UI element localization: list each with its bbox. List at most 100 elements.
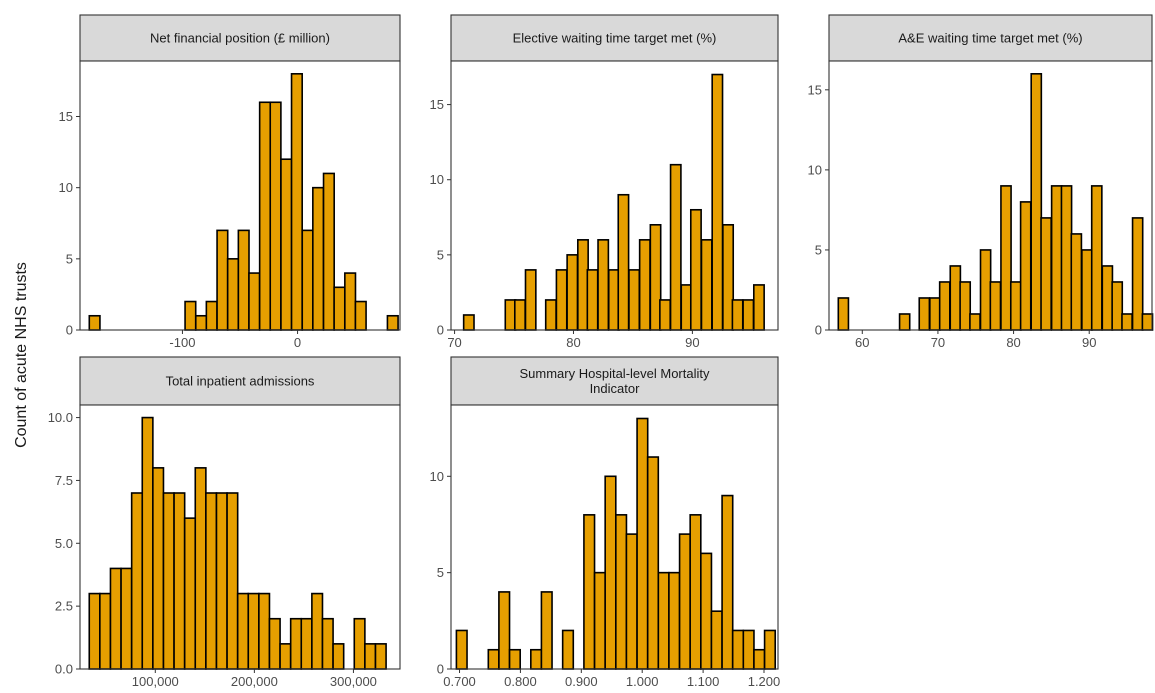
- histogram-bar: [669, 163, 682, 331]
- y-tick-label: 10: [59, 180, 73, 195]
- histogram-bar: [979, 249, 992, 331]
- histogram-bar: [374, 643, 387, 670]
- x-tick-label: 0.800: [504, 674, 537, 689]
- histogram-bar: [247, 592, 260, 670]
- histogram-bar: [236, 592, 250, 670]
- y-tick-label: 7.5: [55, 473, 73, 488]
- histogram-bar: [753, 284, 765, 331]
- histogram-bar: [1111, 281, 1124, 331]
- histogram-bar: [742, 299, 755, 331]
- histogram-bar: [1090, 185, 1103, 331]
- histogram-bar: [638, 239, 651, 331]
- histogram-bar: [215, 492, 228, 670]
- histogram-bar: [312, 186, 325, 331]
- panel-border: [828, 60, 1153, 331]
- histogram-bar: [130, 492, 144, 670]
- histogram-bar: [959, 281, 972, 331]
- histogram-bar: [1081, 249, 1093, 331]
- histogram-bar: [354, 300, 367, 331]
- x-tick-label: 200,000: [231, 674, 278, 689]
- histogram-bar: [462, 314, 475, 331]
- histogram-bar: [1070, 233, 1083, 331]
- x-tick-label: 0: [294, 335, 301, 350]
- histogram-bar: [301, 229, 314, 331]
- histogram-bar: [88, 314, 101, 331]
- histogram-bar: [173, 492, 186, 670]
- histogram-bar: [216, 229, 229, 331]
- y-tick-label: 15: [808, 82, 822, 97]
- histogram-bar: [364, 643, 377, 670]
- histogram-bar: [99, 592, 112, 670]
- histogram-bar: [226, 492, 239, 670]
- histogram-bar: [321, 617, 334, 670]
- histogram-bar: [344, 272, 357, 331]
- histogram-bar: [625, 533, 638, 670]
- y-tick-label: 0.0: [55, 662, 73, 677]
- histogram-bar: [258, 101, 272, 331]
- x-tick-label: 100,000: [132, 674, 179, 689]
- histogram-bar: [657, 571, 670, 670]
- facet-title: Net financial position (£ million): [150, 31, 330, 46]
- histogram-bar: [555, 269, 568, 331]
- histogram-bar: [659, 299, 672, 331]
- histogram-bar: [498, 591, 511, 670]
- facet-strip: [828, 14, 1153, 62]
- histogram-bar: [237, 229, 250, 331]
- bars: [462, 73, 765, 331]
- panel-border: [79, 60, 401, 331]
- facet-strip: [79, 14, 401, 62]
- histogram-bar: [280, 158, 293, 331]
- panel-border: [79, 404, 401, 670]
- histogram-bar: [763, 629, 777, 670]
- x-tick-label: 70: [931, 335, 945, 350]
- facet-title: A&E waiting time target met (%): [898, 31, 1082, 46]
- y-axis-label: Count of acute NHS trusts: [13, 262, 30, 448]
- histogram-bar: [593, 571, 606, 670]
- histogram-bar: [109, 567, 122, 670]
- histogram-bar: [88, 592, 101, 670]
- y-tick-label: 0: [815, 323, 822, 338]
- panel-border: [450, 60, 779, 331]
- histogram-bar: [1000, 185, 1012, 331]
- facet-title: Total inpatient admissions: [166, 374, 315, 389]
- x-tick-label: 1.000: [626, 674, 659, 689]
- histogram-bar: [289, 617, 303, 670]
- y-tick-label: 5: [437, 565, 444, 580]
- facet-net-financial-position: Net financial position (£ million) 0 5 10 15…: [59, 14, 401, 350]
- facet-strip: [450, 356, 779, 406]
- histogram-bar: [1019, 201, 1032, 331]
- histogram-bar: [721, 494, 734, 670]
- histogram-bar: [487, 648, 500, 670]
- x-tick-label: 1.200: [748, 674, 781, 689]
- histogram-bar: [710, 610, 723, 670]
- y-tick-label: 15: [59, 109, 73, 124]
- histogram-bar: [544, 299, 557, 331]
- histogram-bar: [1040, 217, 1052, 331]
- histogram-bar: [617, 193, 630, 331]
- facet-total-inpatient-admissions: Total inpatient admissions 0.0 2.5 5.0 7.5 10…: [48, 356, 401, 689]
- histogram-bar: [1141, 313, 1154, 331]
- histogram-bar: [604, 475, 617, 670]
- facet-elective-waiting-time: Elective waiting time target met (%) 0 5 10…: [430, 14, 779, 350]
- histogram-bar: [530, 648, 543, 670]
- y-tick-label: 10: [430, 172, 444, 187]
- histogram-bar: [268, 617, 281, 670]
- histogram-bar: [311, 592, 324, 670]
- histogram-bar: [731, 629, 745, 670]
- histogram-bar: [386, 314, 399, 331]
- x-tick-label: 70: [447, 335, 461, 350]
- histogram-bar: [1131, 217, 1144, 331]
- x-tick-label: 90: [685, 335, 699, 350]
- histogram-bar: [513, 299, 526, 331]
- histogram-bar: [184, 300, 197, 331]
- facet-shmi: Summary Hospital-level MortalityIndicato…: [430, 356, 781, 689]
- histogram-bar: [989, 281, 1002, 331]
- histogram-bar: [711, 73, 724, 331]
- histogram-bar: [561, 629, 575, 670]
- x-tick-label: 300,000: [330, 674, 377, 689]
- histogram-bar: [949, 265, 962, 331]
- histogram-bar: [205, 492, 218, 670]
- histogram-bar: [300, 617, 313, 670]
- histogram-bar: [636, 417, 649, 670]
